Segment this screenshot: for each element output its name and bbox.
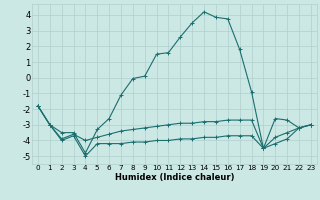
X-axis label: Humidex (Indice chaleur): Humidex (Indice chaleur) [115, 173, 234, 182]
